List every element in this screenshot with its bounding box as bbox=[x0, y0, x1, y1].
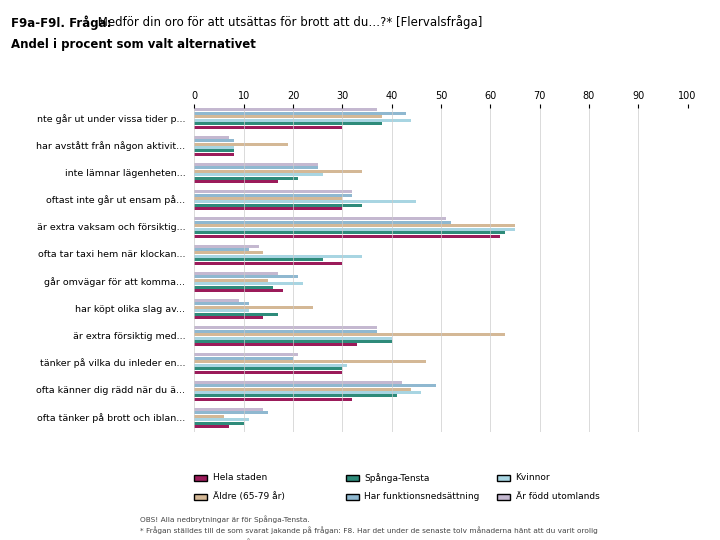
Bar bbox=[194, 394, 397, 397]
Bar bbox=[194, 367, 343, 370]
Bar bbox=[194, 207, 343, 210]
Bar bbox=[194, 116, 382, 118]
Bar bbox=[194, 391, 421, 394]
Bar bbox=[194, 326, 377, 329]
Bar bbox=[194, 204, 362, 207]
Bar bbox=[194, 289, 283, 292]
Bar bbox=[194, 180, 278, 183]
Bar bbox=[194, 177, 298, 180]
Bar bbox=[194, 258, 323, 261]
Bar bbox=[194, 381, 402, 383]
Bar bbox=[194, 282, 303, 285]
Bar bbox=[194, 109, 377, 111]
Bar bbox=[194, 302, 248, 306]
Bar bbox=[194, 333, 505, 336]
Bar bbox=[194, 245, 258, 247]
Bar bbox=[194, 275, 298, 278]
Bar bbox=[194, 262, 343, 265]
Bar bbox=[194, 200, 416, 204]
Bar bbox=[194, 272, 278, 275]
Bar bbox=[194, 286, 274, 288]
Bar bbox=[194, 357, 293, 360]
Bar bbox=[194, 425, 229, 428]
Bar bbox=[194, 136, 229, 139]
Bar bbox=[194, 146, 234, 149]
Bar bbox=[194, 234, 500, 238]
Bar bbox=[194, 360, 426, 363]
Bar bbox=[194, 218, 446, 220]
Bar bbox=[194, 194, 352, 197]
Bar bbox=[194, 330, 377, 333]
Bar bbox=[194, 354, 298, 356]
Bar bbox=[194, 166, 318, 170]
Bar bbox=[194, 170, 362, 173]
Bar bbox=[194, 150, 234, 152]
Text: OBS! Alla nedbrytningar är för Spånga-Tensta.
* Frågan ställdes till de som svar: OBS! Alla nedbrytningar är för Spånga-Te… bbox=[140, 516, 598, 540]
Bar bbox=[194, 112, 407, 115]
Text: Medför din oro för att utsättas för brott att du…?* [Flervalsfråga]: Medför din oro för att utsättas för brot… bbox=[94, 15, 482, 29]
Bar bbox=[194, 309, 248, 312]
Bar bbox=[194, 190, 352, 193]
Bar bbox=[194, 299, 239, 302]
Text: Kvinnor: Kvinnor bbox=[516, 474, 550, 482]
Bar bbox=[194, 197, 343, 200]
Bar bbox=[194, 143, 288, 146]
Text: Äldre (65-79 år): Äldre (65-79 år) bbox=[213, 492, 285, 501]
Bar bbox=[194, 411, 269, 414]
Bar bbox=[194, 415, 224, 418]
Bar bbox=[194, 384, 436, 387]
Bar bbox=[194, 255, 362, 258]
Bar bbox=[194, 252, 264, 254]
Bar bbox=[194, 119, 411, 122]
Bar bbox=[194, 163, 318, 166]
Bar bbox=[194, 126, 343, 129]
Bar bbox=[194, 313, 278, 316]
Bar bbox=[194, 279, 269, 282]
Text: F9a-F9l. Fråga:: F9a-F9l. Fråga: bbox=[11, 15, 112, 30]
Bar bbox=[194, 221, 451, 224]
Bar bbox=[194, 173, 323, 176]
Bar bbox=[194, 364, 347, 367]
Bar bbox=[194, 418, 248, 421]
Bar bbox=[194, 153, 234, 156]
Bar bbox=[194, 398, 352, 401]
Text: Andel i procent som valt alternativet: Andel i procent som valt alternativet bbox=[11, 38, 256, 51]
Bar bbox=[194, 422, 243, 424]
Bar bbox=[194, 231, 505, 234]
Text: Spånga-Tensta: Spånga-Tensta bbox=[364, 473, 430, 483]
Bar bbox=[194, 408, 264, 411]
Text: Hela staden: Hela staden bbox=[213, 474, 267, 482]
Bar bbox=[194, 139, 234, 142]
Text: Har funktionsnedsättning: Har funktionsnedsättning bbox=[364, 492, 480, 501]
Bar bbox=[194, 370, 343, 374]
Bar bbox=[194, 248, 248, 251]
Bar bbox=[194, 306, 312, 309]
Bar bbox=[194, 343, 357, 346]
Bar bbox=[194, 336, 392, 340]
Text: Är född utomlands: Är född utomlands bbox=[516, 492, 599, 501]
Bar bbox=[194, 224, 515, 227]
Bar bbox=[194, 340, 392, 343]
Bar bbox=[194, 316, 264, 319]
Bar bbox=[194, 122, 382, 125]
Bar bbox=[194, 388, 411, 390]
Bar bbox=[194, 228, 515, 231]
